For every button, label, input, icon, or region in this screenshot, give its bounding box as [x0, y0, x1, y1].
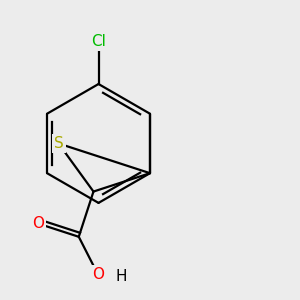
Text: S: S — [54, 136, 63, 151]
Text: O: O — [92, 267, 104, 282]
Text: Cl: Cl — [91, 34, 106, 49]
Text: H: H — [116, 269, 127, 284]
Text: O: O — [32, 216, 44, 231]
